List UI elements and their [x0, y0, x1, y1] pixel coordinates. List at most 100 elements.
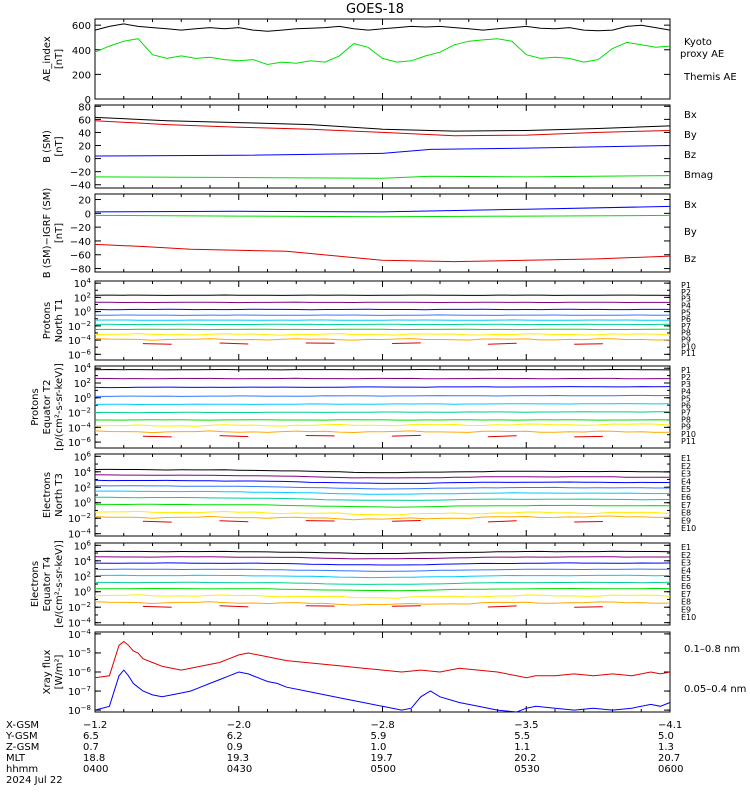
series-e5	[94, 574, 671, 579]
legend-e2: E2	[681, 551, 691, 560]
panel-8: 10−4 10−5 10−6 10−7 10−8 Xray flux [W/m²] 0.1–0…	[42, 628, 746, 717]
legend-p3: P3	[681, 380, 691, 389]
y-tick-label: 80	[78, 102, 91, 113]
series-e7	[94, 587, 671, 592]
series-segment	[219, 342, 249, 345]
legend-e3: E3	[681, 470, 691, 479]
series-p2	[94, 377, 670, 380]
series-e6	[95, 581, 671, 585]
series-e4	[94, 485, 670, 490]
legend-e1: E1	[681, 454, 691, 463]
panel-frame	[94, 631, 671, 713]
legend-p10: P10	[681, 430, 696, 439]
legend-p5: P5	[681, 394, 691, 403]
y-tick-label: 600	[72, 21, 91, 32]
y-tick-label: 10−2	[68, 407, 91, 420]
legend-bz: Bz	[684, 254, 696, 265]
legend-p3: P3	[681, 295, 691, 304]
legend-e8: E8	[681, 509, 691, 518]
y-axis-label: Equator T4	[42, 557, 53, 612]
series-e6	[95, 496, 671, 501]
series-bz	[94, 243, 671, 263]
footer-value: 18.8	[83, 753, 105, 764]
y-tick-label: 20	[78, 142, 91, 153]
legend-p6: P6	[681, 315, 691, 324]
series-p5	[94, 403, 671, 406]
series-themis-ae	[94, 23, 671, 32]
y-tick-label: 60	[78, 115, 91, 126]
legend-bmag: Bmag	[684, 170, 713, 181]
y-tick-label: −20	[70, 168, 91, 179]
legend-p1: P1	[681, 281, 691, 290]
series-e8	[94, 510, 671, 516]
y-axis-label: B (SM)	[42, 130, 53, 163]
y-tick-label: 400	[72, 46, 91, 57]
series-by	[94, 214, 671, 218]
y-tick-label: 100	[74, 306, 91, 319]
y-tick-label: 10−2	[68, 320, 91, 333]
legend-p10: P10	[681, 342, 696, 351]
series-segment	[392, 605, 421, 607]
series-segment	[487, 520, 517, 523]
legend-e4: E4	[681, 566, 691, 575]
footer-value: 1.3	[658, 742, 674, 753]
series-p9	[94, 430, 671, 434]
series-segment	[219, 435, 249, 438]
series-p6	[94, 411, 671, 414]
footer-value: −3.5	[514, 720, 538, 731]
y-tick-label: 100	[74, 497, 91, 510]
series-xray-short	[94, 669, 671, 713]
series-segment	[142, 520, 172, 523]
legend-p11: P11	[681, 437, 696, 446]
y-tick-label: 104	[74, 466, 92, 479]
series-segment	[392, 434, 421, 437]
series-bx	[94, 145, 671, 157]
series-segment	[142, 435, 172, 438]
y-tick-label: 10−6	[68, 666, 92, 679]
legend-xray-short: 0.05–0.4 nm	[684, 684, 746, 695]
y-tick-label: 0	[85, 209, 91, 220]
y-tick-label: 102	[74, 291, 91, 304]
y-tick-label: −20	[70, 223, 91, 234]
series-segment	[219, 520, 249, 523]
series-segment	[142, 343, 172, 345]
y-axis-label: Electrons	[42, 472, 53, 518]
legend-e3: E3	[681, 559, 691, 568]
series-segment	[574, 343, 603, 345]
footer-label: Y-GSM	[5, 731, 38, 742]
y-tick-label: −60	[70, 251, 91, 262]
y-tick-label: 10−4	[68, 628, 92, 641]
series-segment	[392, 342, 421, 344]
y-tick-label: −40	[70, 237, 91, 248]
footer-value: 5.9	[371, 731, 387, 742]
legend-themis-ae: Themis AE	[683, 72, 737, 83]
legend-p8: P8	[681, 416, 691, 425]
y-tick-label: 100	[74, 392, 91, 405]
y-tick-label: 106	[74, 539, 92, 552]
series-p8	[94, 423, 671, 427]
y-tick-label: 104	[74, 362, 92, 375]
legend-e9: E9	[681, 516, 691, 525]
y-axis-label: AE_index	[42, 36, 53, 82]
panel-frame	[94, 18, 671, 100]
footer-value: 6.2	[227, 731, 243, 742]
footer-value: 19.7	[371, 753, 393, 764]
footer-label: Z-GSM	[6, 742, 39, 753]
series-p8	[94, 333, 671, 336]
y-tick-label: 10−5	[68, 647, 91, 660]
legend-e7: E7	[681, 501, 691, 510]
series-e3	[94, 562, 671, 566]
series-segment	[574, 606, 603, 608]
y-tick-label: 102	[74, 481, 91, 494]
series-e1	[94, 468, 671, 474]
y-tick-label: 100	[74, 586, 91, 599]
legend-e7: E7	[681, 590, 691, 599]
y-tick-label: 102	[74, 570, 91, 583]
series-bmag	[94, 116, 671, 132]
series-segment	[392, 520, 421, 522]
legend-p4: P4	[681, 387, 691, 396]
footer-value: −2.0	[227, 720, 251, 731]
legend-p8: P8	[681, 329, 691, 338]
